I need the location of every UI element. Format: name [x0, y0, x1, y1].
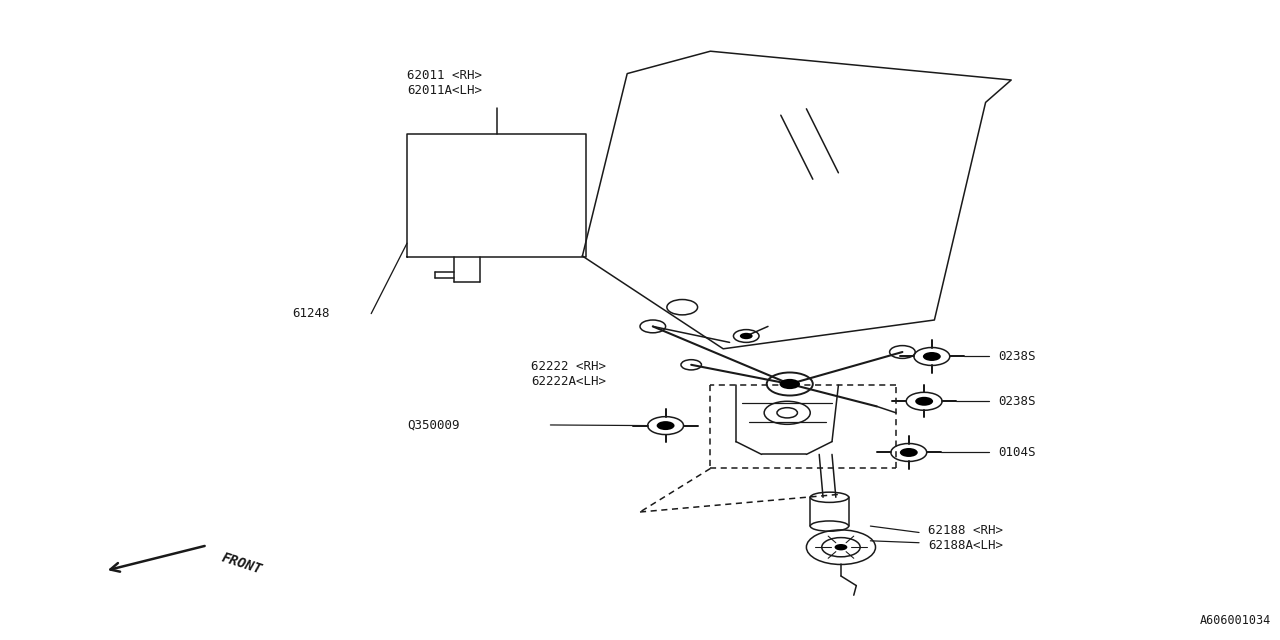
Circle shape: [915, 397, 933, 406]
Text: 61248: 61248: [292, 307, 329, 320]
Text: 0104S: 0104S: [998, 446, 1036, 459]
Circle shape: [780, 379, 800, 389]
Text: 62188 <RH>
62188A<LH>: 62188 <RH> 62188A<LH>: [928, 524, 1004, 552]
Text: Q350009: Q350009: [407, 419, 460, 431]
Circle shape: [923, 352, 941, 361]
Text: 62222 <RH>
62222A<LH>: 62222 <RH> 62222A<LH>: [531, 360, 607, 388]
Circle shape: [657, 421, 675, 430]
Circle shape: [900, 448, 918, 457]
Circle shape: [835, 544, 847, 550]
Ellipse shape: [810, 521, 849, 531]
Text: FRONT: FRONT: [220, 550, 264, 577]
Text: 62011 <RH>
62011A<LH>: 62011 <RH> 62011A<LH>: [407, 69, 483, 97]
Text: 0238S: 0238S: [998, 395, 1036, 408]
Text: 0238S: 0238S: [998, 350, 1036, 363]
Circle shape: [740, 333, 753, 339]
Text: A606001034: A606001034: [1199, 614, 1271, 627]
